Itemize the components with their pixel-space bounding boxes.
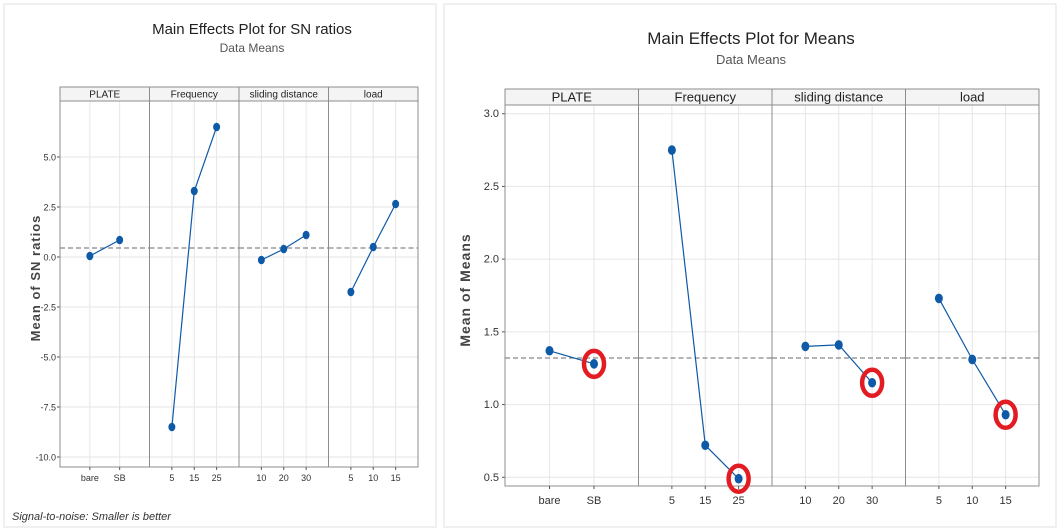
x-tick-label: bare	[538, 495, 560, 507]
chart-title-sn: Main Effects Plot for SN ratios	[152, 21, 352, 38]
data-point	[369, 242, 377, 252]
x-tick-label: 20	[833, 495, 845, 507]
y-tick-label: 3.0	[484, 108, 499, 120]
data-point	[392, 199, 400, 209]
x-tick-label: bare	[81, 473, 99, 483]
data-point	[116, 235, 124, 245]
x-tick-label: 20	[279, 473, 289, 483]
y-tick-label: 2.5	[43, 203, 56, 213]
highlight-circle	[581, 348, 607, 380]
data-point	[86, 251, 94, 261]
left-card	[3, 3, 437, 528]
data-point	[213, 122, 221, 132]
data-point	[168, 422, 176, 432]
y-tick-label: -5.0	[40, 353, 56, 363]
y-axis-label-sn: Mean of SN ratios	[28, 215, 43, 342]
highlight-circle	[726, 463, 751, 494]
y-tick-label: 0.5	[484, 472, 499, 484]
y-tick-label: 2.0	[484, 254, 499, 266]
x-tick-label: 5	[169, 473, 174, 483]
series-line	[549, 350, 595, 365]
data-point	[667, 145, 676, 155]
x-tick-label: SB	[114, 473, 126, 483]
x-tick-label: 10	[368, 473, 378, 483]
highlight-circle	[993, 399, 1018, 430]
panel-label: PLATE	[89, 90, 120, 101]
y-tick-label: 5.0	[43, 153, 56, 163]
series-line	[89, 239, 120, 257]
sn-ratio-plot-area: -10.0 -7.5 -5.0 -2.5 0.0 2.5 5.0 PLATE bare SB Fre…	[35, 86, 419, 483]
x-tick-label: 30	[866, 495, 878, 507]
data-point	[347, 287, 355, 297]
data-point	[590, 359, 598, 369]
x-tick-label: 15	[1000, 495, 1012, 507]
data-point	[934, 293, 943, 304]
x-tick-label: SB	[587, 495, 602, 507]
y-tick-label: 2.5	[484, 181, 499, 193]
panel-label: load	[364, 90, 383, 101]
data-point	[1001, 409, 1010, 420]
y-tick-label: 1.5	[484, 326, 499, 338]
panel-label: Frequency	[171, 90, 218, 101]
data-point	[302, 230, 310, 240]
footnote-sn: Signal-to-noise: Smaller is better	[12, 511, 172, 523]
panel-label: load	[960, 90, 985, 105]
x-tick-label: 15	[189, 473, 199, 483]
x-tick-label: 5	[936, 495, 942, 507]
panel-label: PLATE	[552, 90, 593, 105]
data-point	[968, 354, 977, 365]
x-tick-label: 30	[301, 473, 311, 483]
x-tick-label: 5	[348, 473, 353, 483]
data-point	[280, 244, 288, 254]
chart-title-means: Main Effects Plot for Means	[647, 29, 855, 48]
x-tick-label: 25	[212, 473, 222, 483]
right-card	[443, 3, 1057, 528]
chart-subtitle-means: Data Means	[716, 52, 787, 67]
means-plot-area: 0.5 1.0 1.5 2.0 2.5 3.0 PLATE bare SB Frequency 5 1…	[484, 88, 1040, 507]
y-tick-label: -10.0	[35, 453, 56, 463]
x-tick-label: 10	[966, 495, 978, 507]
x-tick-label: 10	[256, 473, 266, 483]
y-tick-label: -2.5	[40, 303, 56, 313]
highlight-circle	[859, 367, 885, 399]
y-tick-label: 0.0	[43, 253, 56, 263]
panel-label: sliding distance	[250, 90, 319, 101]
data-point	[257, 255, 265, 265]
panel-label: sliding distance	[794, 90, 883, 105]
chart-subtitle-sn: Data Means	[220, 41, 285, 55]
x-tick-label: 25	[733, 495, 745, 507]
y-tick-label: -7.5	[40, 403, 56, 413]
data-point	[545, 345, 554, 356]
y-tick-label: 1.0	[484, 399, 499, 411]
data-point	[190, 186, 198, 196]
x-tick-label: 5	[669, 495, 675, 507]
data-point	[868, 377, 877, 388]
data-point	[801, 341, 810, 352]
x-tick-label: 10	[799, 495, 811, 507]
data-point	[834, 340, 843, 350]
x-tick-label: 15	[391, 473, 401, 483]
panel-label: Frequency	[675, 90, 737, 105]
x-tick-label: 15	[699, 495, 711, 507]
data-point	[734, 473, 743, 484]
y-axis-label-means: Mean of Means	[457, 233, 473, 346]
data-point	[701, 440, 710, 451]
